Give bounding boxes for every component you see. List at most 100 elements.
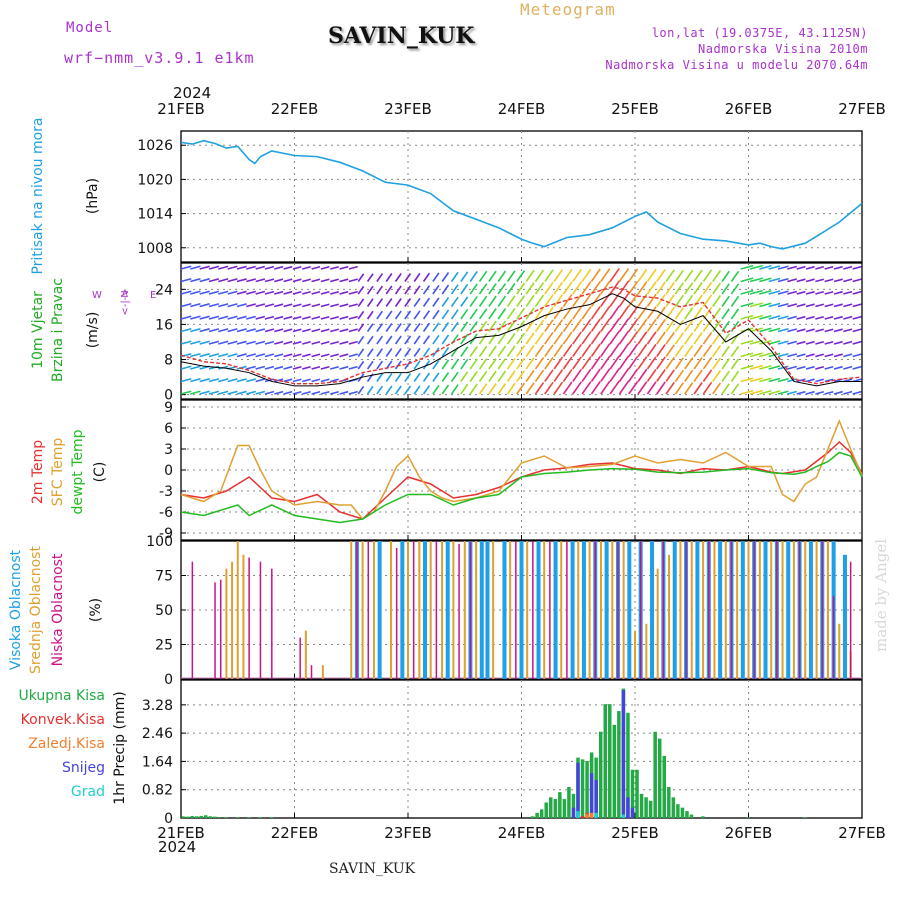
wind-barb bbox=[525, 382, 535, 395]
cloud-mid-bar bbox=[622, 541, 625, 679]
wind-barb bbox=[376, 335, 384, 345]
wind-barb bbox=[787, 378, 797, 383]
precip-total-bar bbox=[617, 711, 621, 818]
wind-barb bbox=[562, 293, 573, 307]
y-tick-label: 0 bbox=[164, 811, 173, 827]
wind-barb bbox=[432, 284, 440, 295]
wind-barb bbox=[180, 340, 192, 345]
wind-barb bbox=[488, 333, 497, 345]
wind-barb bbox=[796, 303, 806, 308]
precip-total-bar bbox=[558, 792, 562, 818]
cloud-high-bar bbox=[672, 541, 677, 679]
wind-barb bbox=[385, 335, 393, 345]
wind-barb bbox=[544, 269, 554, 282]
wind-barb bbox=[450, 384, 459, 395]
precip-total-bar bbox=[530, 816, 535, 818]
precip-legend-item: Snijeg bbox=[62, 760, 105, 776]
cloud-high-bar bbox=[627, 541, 632, 679]
precip-snow-bar bbox=[589, 773, 594, 818]
wind-barb bbox=[469, 370, 478, 382]
wind-barb bbox=[366, 310, 374, 320]
wind-barb bbox=[274, 290, 284, 295]
wind-barb bbox=[749, 389, 763, 395]
wind-barb bbox=[227, 378, 238, 383]
wind-barb bbox=[264, 290, 275, 295]
wind-barb bbox=[199, 340, 210, 345]
cloud-low-bar bbox=[798, 541, 801, 679]
wind-barb bbox=[777, 327, 789, 333]
wind-barb bbox=[190, 328, 201, 333]
wind-barb bbox=[843, 278, 853, 283]
wind-barb bbox=[693, 307, 703, 320]
wind-barb bbox=[618, 305, 630, 320]
cloud-unit: (%) bbox=[88, 598, 104, 622]
pressure-label: Pritisak na nivou mora bbox=[30, 117, 46, 274]
wind-barb bbox=[274, 353, 284, 358]
wind-barb bbox=[413, 360, 421, 370]
wind-barb bbox=[525, 369, 535, 382]
wind-barb bbox=[283, 353, 293, 358]
temp-label-sfc: SFC Temp bbox=[50, 438, 66, 507]
year-label-top: 2024 bbox=[173, 84, 212, 102]
wind-barb bbox=[833, 365, 843, 370]
wind-barb bbox=[339, 353, 349, 358]
wind-barb bbox=[684, 344, 694, 357]
temp-unit: (C) bbox=[92, 462, 108, 483]
wind-barb bbox=[311, 278, 321, 283]
wind-barb bbox=[366, 323, 374, 332]
wind-barb bbox=[497, 295, 507, 307]
wind-barb bbox=[824, 278, 834, 283]
wind-barb bbox=[833, 340, 843, 345]
wind-barb bbox=[320, 390, 330, 395]
wind-barb bbox=[516, 357, 526, 370]
y-tick-label: 0 bbox=[164, 463, 173, 479]
cloud-high-bar bbox=[650, 541, 655, 679]
wind-barb bbox=[618, 330, 630, 345]
wind-barb bbox=[246, 265, 256, 270]
wind-barb bbox=[348, 290, 358, 295]
wind-barb bbox=[450, 359, 459, 370]
cloud-low-bar bbox=[753, 541, 755, 679]
cloud-high-bar bbox=[485, 541, 490, 679]
wind-barb bbox=[283, 365, 293, 370]
wind-barb bbox=[572, 268, 583, 282]
wind-barb bbox=[506, 357, 516, 370]
wind-barb bbox=[320, 265, 330, 270]
wind-barb bbox=[693, 282, 703, 295]
precip-total-bar bbox=[685, 811, 689, 818]
wind-barb bbox=[815, 278, 824, 283]
cloud-high-bar bbox=[536, 541, 541, 679]
wind-barb bbox=[488, 295, 497, 307]
wind-barb bbox=[843, 353, 853, 358]
wind-barb bbox=[283, 265, 293, 270]
wind-barb bbox=[637, 331, 648, 345]
wind-barb bbox=[385, 285, 393, 295]
cloud-low-bar bbox=[821, 541, 824, 679]
wind-barb bbox=[562, 368, 573, 382]
wind-barb bbox=[796, 315, 806, 320]
wind-barb bbox=[637, 343, 648, 357]
wind-barb bbox=[712, 370, 722, 382]
wind-barb bbox=[534, 294, 545, 307]
cloud-low-bar bbox=[617, 541, 619, 679]
wind-barb bbox=[553, 319, 564, 332]
precip-snow-bar bbox=[621, 690, 626, 818]
wind-barb bbox=[236, 303, 247, 308]
wind-barb-field bbox=[180, 264, 862, 395]
wind-barb bbox=[600, 280, 611, 295]
wind-barb bbox=[768, 265, 781, 270]
wind-barb bbox=[320, 290, 330, 295]
cloud-low-bar bbox=[662, 541, 665, 679]
wind-barb bbox=[516, 270, 526, 282]
precip-total-bar bbox=[539, 809, 544, 818]
wind-barb bbox=[684, 282, 694, 295]
cloud-mid-bar bbox=[231, 561, 234, 679]
wind-barb bbox=[787, 340, 797, 345]
wind-barb bbox=[684, 307, 694, 320]
precip-total-bar bbox=[190, 815, 194, 818]
wind-barb bbox=[590, 318, 601, 332]
x-tick-label-bottom: 27FEB bbox=[838, 824, 885, 842]
precip-total-bar bbox=[689, 814, 694, 818]
wind-barb bbox=[264, 278, 275, 283]
wind-barb bbox=[740, 277, 754, 283]
